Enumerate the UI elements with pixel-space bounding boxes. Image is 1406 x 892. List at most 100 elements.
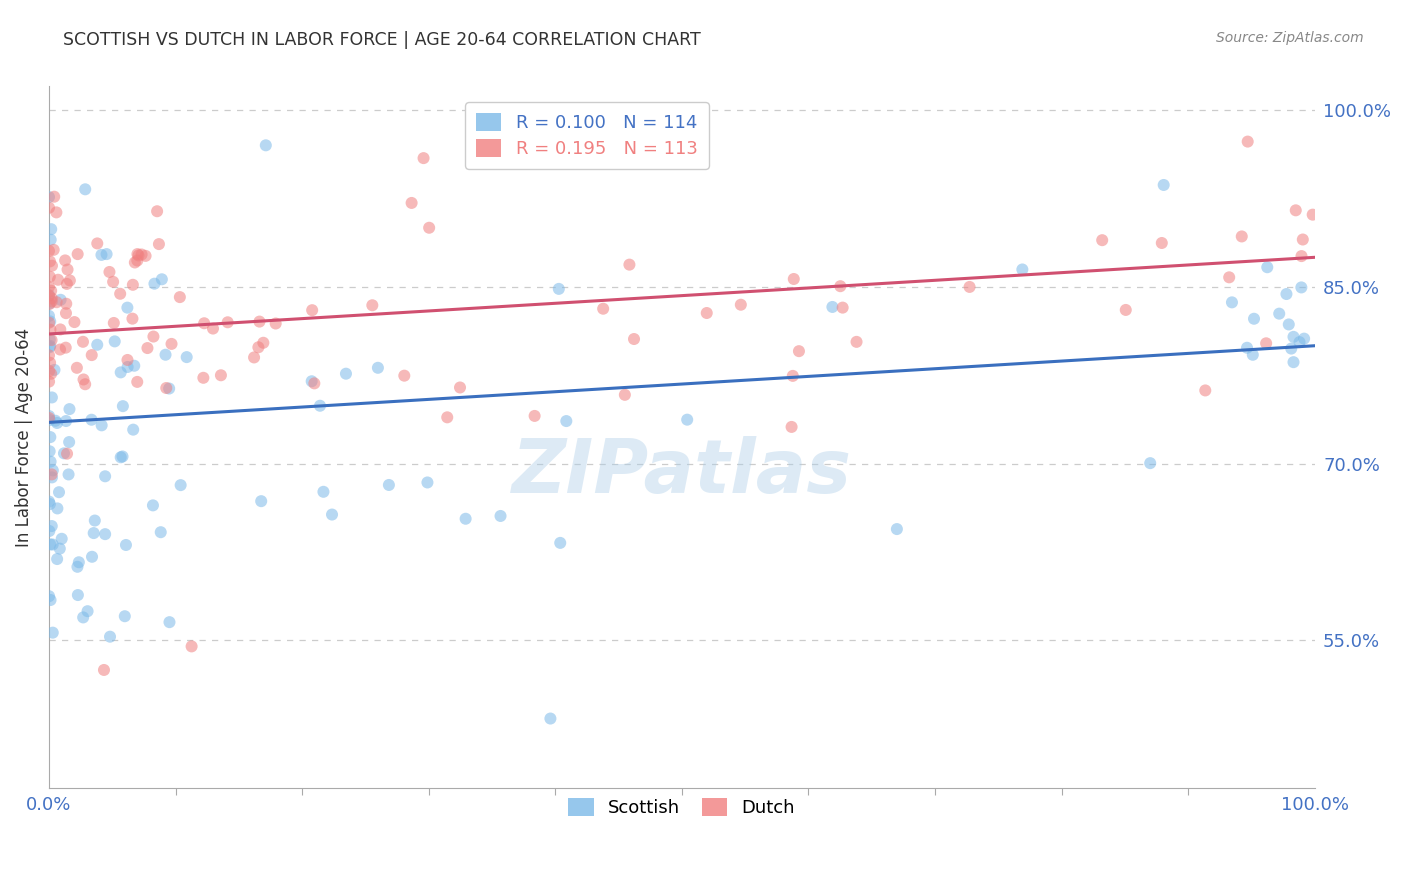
Point [250,494,273,508]
Point [309,399,332,413]
Point [201,321,224,335]
Point [83,526,105,541]
Point [143,277,166,291]
Point [845,334,868,349]
Point [155,348,177,362]
Point [160,337,183,351]
Point [127,247,149,261]
Point [1236,135,1258,149]
Point [1256,260,1278,275]
Point [41,537,63,551]
Point [39,339,62,353]
Point [1291,249,1313,263]
Point [1285,203,1308,218]
Point [1236,341,1258,355]
Point [42,625,65,640]
Point [830,279,852,293]
Point [58,435,80,450]
Point [321,508,343,522]
Point [1150,235,1173,250]
Point [169,290,191,304]
Point [38,494,60,508]
Point [38,524,60,538]
Point [730,298,752,312]
Point [46,273,69,287]
Point [613,388,636,402]
Point [176,350,198,364]
Point [157,382,180,396]
Point [46,552,69,566]
Point [1243,311,1265,326]
Point [39,222,62,236]
Point [42,243,65,257]
Point [59,273,82,287]
Point [67,555,90,569]
Point [696,306,718,320]
Point [93,663,115,677]
Point [193,316,215,330]
Point [209,368,232,383]
Point [104,334,127,349]
Point [55,306,77,320]
Point [103,316,125,330]
Point [98,265,121,279]
Point [39,233,62,247]
Point [124,255,146,269]
Point [1279,342,1302,356]
Point [117,359,139,374]
Point [787,344,810,359]
Point [159,615,181,629]
Point [38,364,60,378]
Point [454,512,477,526]
Point [619,258,641,272]
Point [38,244,60,258]
Point [401,196,423,211]
Point [1256,336,1278,351]
Point [122,423,145,437]
Point [45,295,67,310]
Point [114,609,136,624]
Point [155,381,177,395]
Point [49,293,72,307]
Point [301,303,323,318]
Point [42,463,65,477]
Point [44,414,66,428]
Point [783,272,806,286]
Point [39,537,62,551]
Point [101,275,124,289]
Point [38,409,60,423]
Point [264,317,287,331]
Point [136,341,159,355]
Point [75,377,97,392]
Point [1275,287,1298,301]
Point [55,297,77,311]
Point [38,269,60,284]
Point [58,467,80,482]
Point [90,418,112,433]
Point [782,368,804,383]
Point [335,367,357,381]
Point [117,353,139,368]
Point [489,508,512,523]
Point [1194,384,1216,398]
Point [449,380,471,394]
Point [94,527,117,541]
Point [56,447,79,461]
Point [38,309,60,323]
Point [86,236,108,251]
Point [41,391,63,405]
Point [55,341,77,355]
Point [193,371,215,385]
Point [254,138,277,153]
Point [249,315,271,329]
Point [39,593,62,607]
Point [592,301,614,316]
Point [53,253,76,268]
Point [523,409,546,423]
Point [49,541,72,556]
Legend: Scottish, Dutch: Scottish, Dutch [561,791,803,824]
Point [121,311,143,326]
Point [135,249,157,263]
Point [547,282,569,296]
Point [538,712,561,726]
